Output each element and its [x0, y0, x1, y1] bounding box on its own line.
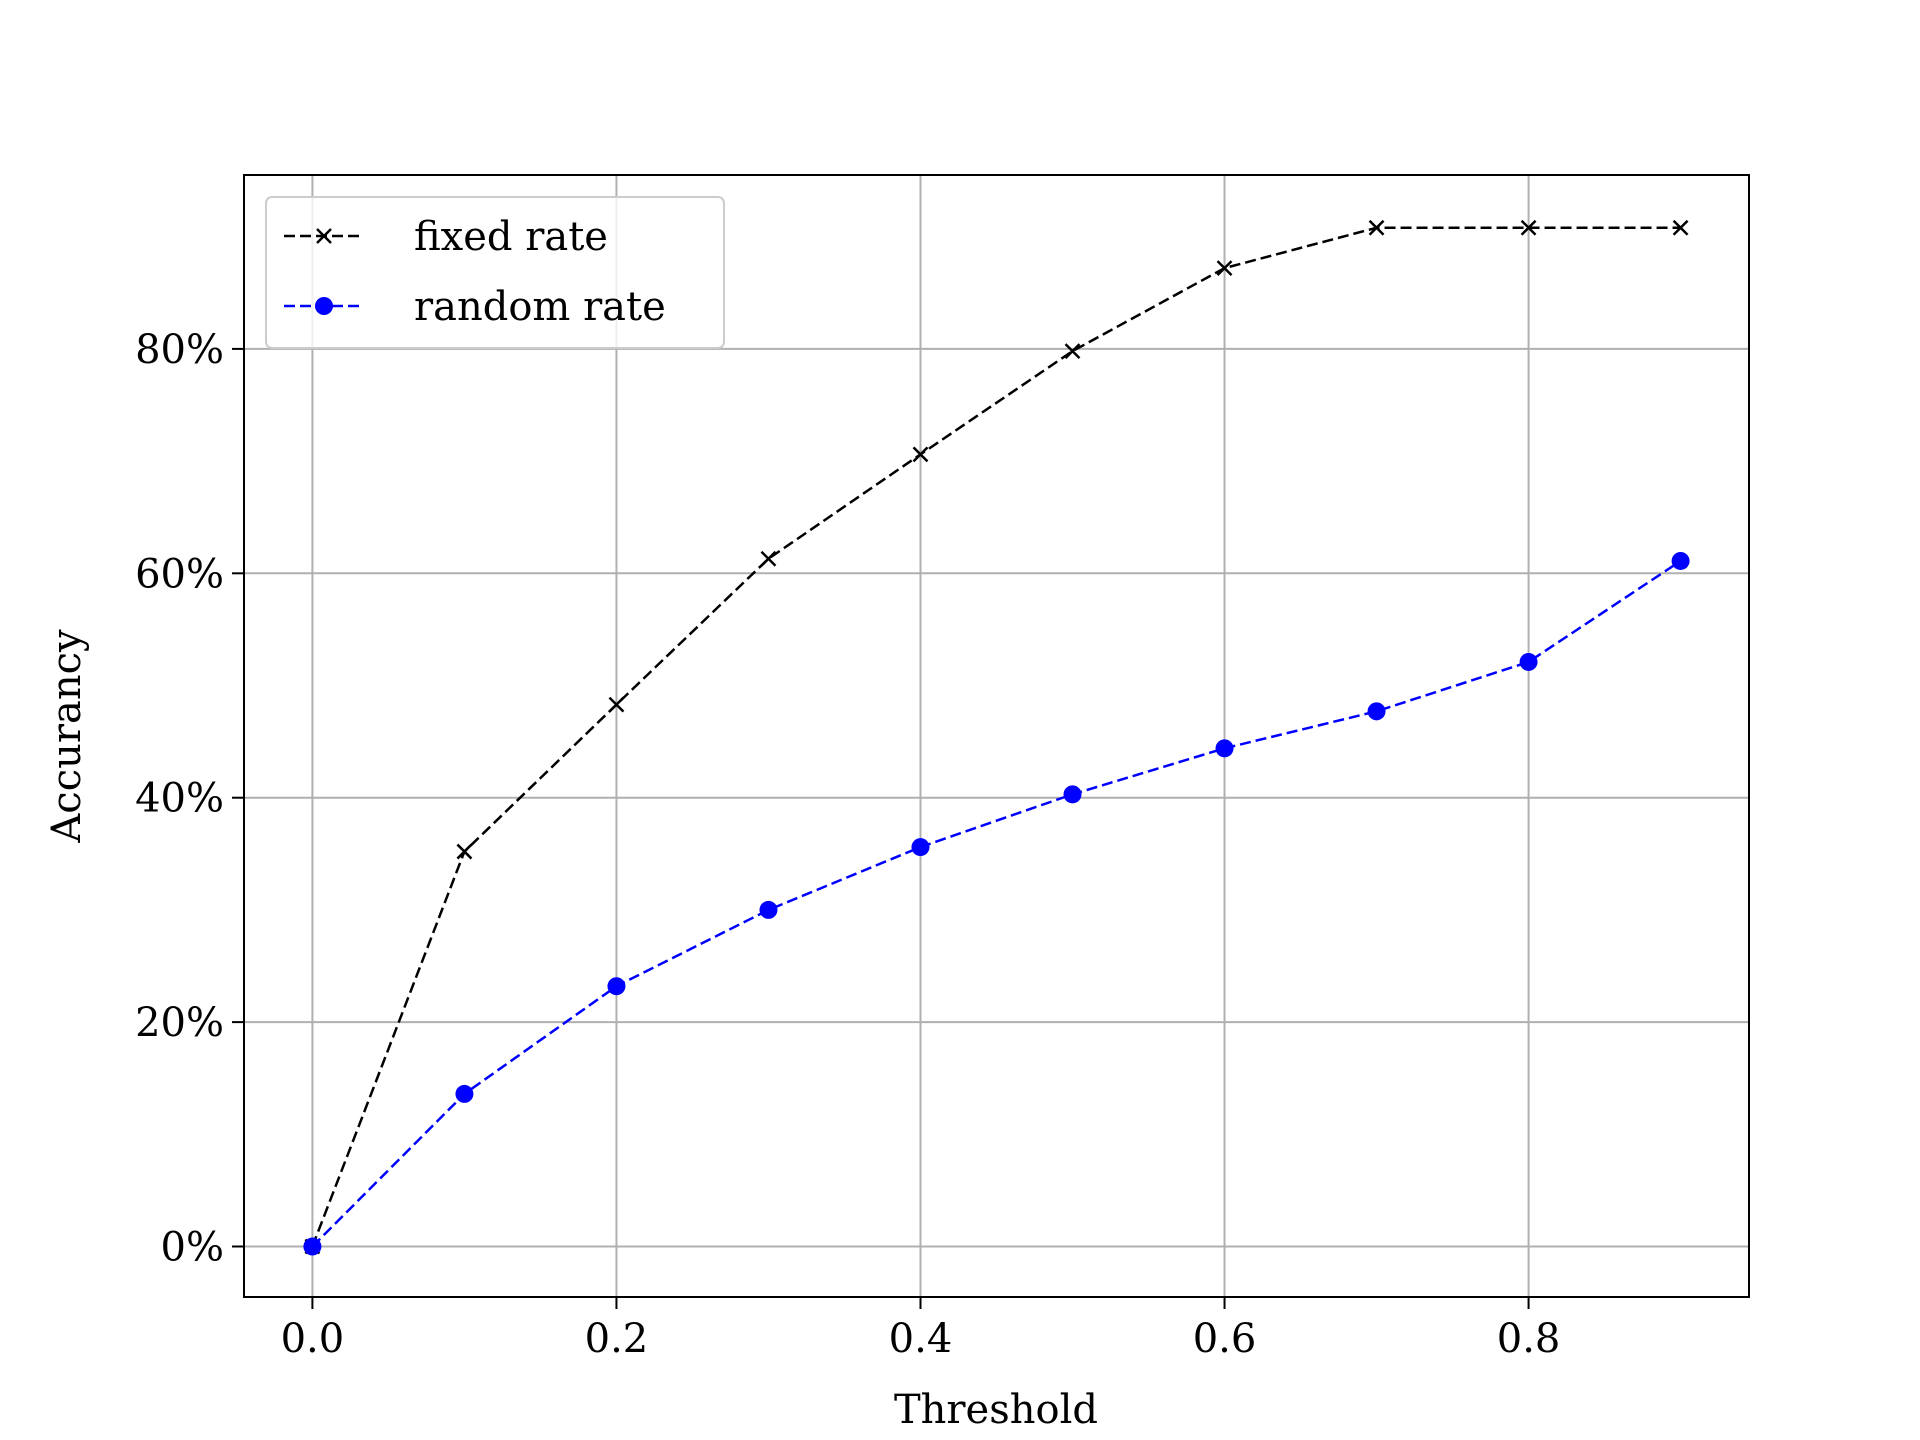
- legend-label: fixed rate: [414, 214, 608, 260]
- y-tick-label: 20%: [135, 1000, 224, 1046]
- data-point: [1519, 652, 1538, 671]
- series-random-rate: [303, 551, 1690, 1256]
- data-point: [455, 1084, 474, 1103]
- series-layer: [303, 219, 1690, 1256]
- legend-marker: [315, 297, 333, 315]
- data-point: [911, 838, 930, 857]
- y-tick-label: 60%: [135, 551, 224, 597]
- grid: [244, 175, 1749, 1297]
- y-axis-label: Accurancy: [44, 629, 90, 844]
- x-tick-label: 0.0: [281, 1316, 345, 1362]
- y-tick-label: 0%: [161, 1225, 224, 1271]
- legend-box: [265, 196, 725, 349]
- x-tick-label: 0.8: [1497, 1316, 1561, 1362]
- data-point: [760, 550, 777, 567]
- ticks: 0.0 0.2 0.4 0.6 0.8 0% 20% 40% 60% 80%: [135, 327, 1560, 1362]
- series-fixed-rate: [304, 219, 1689, 1255]
- data-point: [1063, 785, 1082, 804]
- x-tick-label: 0.6: [1193, 1316, 1257, 1362]
- series-line: [311, 559, 1682, 1248]
- y-tick-label: 80%: [135, 327, 224, 373]
- data-point: [608, 696, 625, 713]
- data-point: [1064, 343, 1081, 360]
- x-tick-label: 0.2: [585, 1316, 649, 1362]
- data-point: [1520, 219, 1537, 236]
- legend-marker: [316, 228, 332, 244]
- data-point: [912, 446, 929, 463]
- data-point: [1672, 219, 1689, 236]
- data-point: [1216, 260, 1233, 277]
- data-point: [1671, 551, 1690, 570]
- legend: fixed rate random rate: [265, 196, 725, 349]
- data-point: [456, 843, 473, 860]
- series-line: [311, 226, 1681, 1247]
- legend-item: random rate: [284, 284, 666, 330]
- data-point: [1368, 219, 1385, 236]
- y-tick-label: 40%: [135, 776, 224, 822]
- data-point: [303, 1237, 322, 1256]
- x-tick-label: 0.4: [889, 1316, 953, 1362]
- legend-label: random rate: [414, 284, 666, 330]
- x-axis-label: Threshold: [894, 1387, 1098, 1433]
- data-point: [1367, 702, 1386, 721]
- plot-frame: [243, 174, 1750, 1298]
- data-point: [759, 900, 778, 919]
- data-point: [607, 977, 626, 996]
- legend-item: fixed rate: [284, 214, 608, 260]
- data-point: [1215, 739, 1234, 758]
